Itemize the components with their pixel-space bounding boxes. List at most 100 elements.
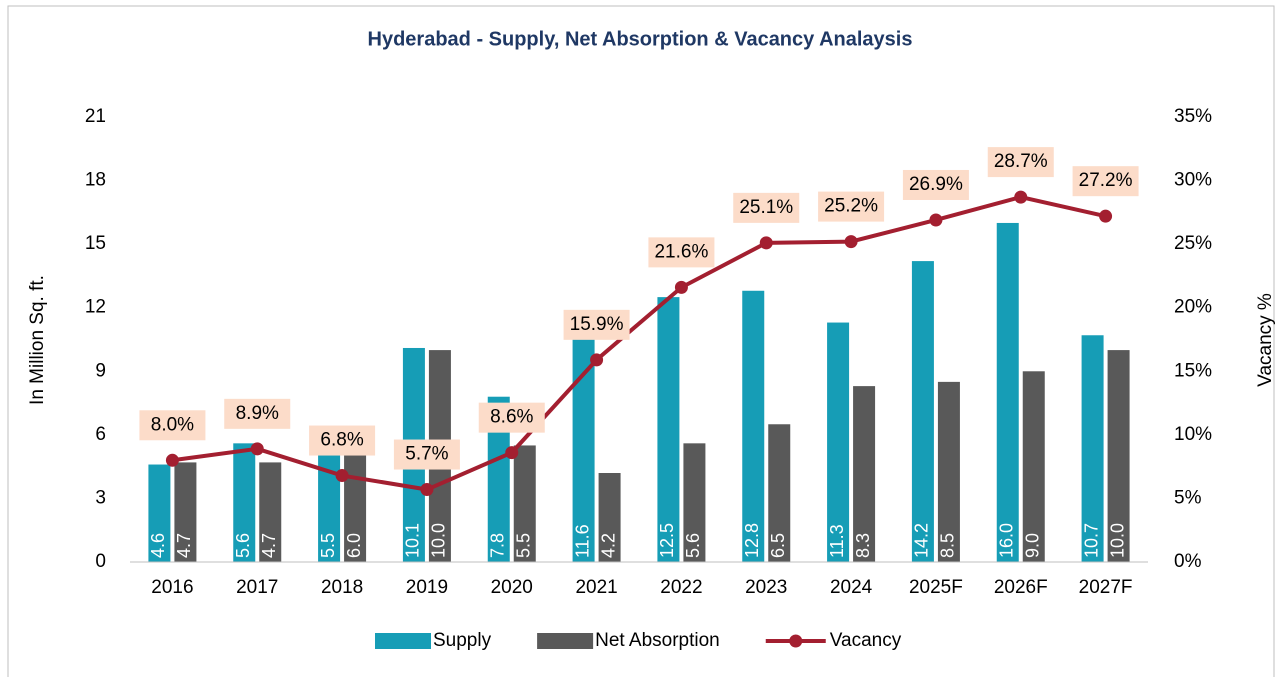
y-tick-label: 9 <box>95 360 106 381</box>
label-box <box>224 398 291 429</box>
data-label: 8.9% <box>236 403 279 424</box>
point <box>674 280 688 294</box>
y2-tick-label: 0% <box>1174 551 1202 572</box>
y-tick-label: 15 <box>85 233 106 254</box>
label-box <box>309 425 376 456</box>
label-box <box>1072 166 1139 197</box>
x-tick-label: 2024 <box>830 577 873 598</box>
y2-tick-label: 35% <box>1174 106 1212 127</box>
x-tick-label: 2020 <box>491 577 533 598</box>
y2-tick-label: 5% <box>1174 487 1202 508</box>
data-label: 6.8% <box>320 430 363 451</box>
bar <box>148 464 171 562</box>
data-label: 5.6 <box>233 533 253 558</box>
label-box <box>563 309 630 340</box>
bar <box>742 290 765 562</box>
data-label: 4.2 <box>598 533 618 558</box>
point <box>165 453 179 467</box>
bar <box>683 443 706 562</box>
legend-swatch <box>789 634 803 648</box>
point <box>250 442 264 456</box>
data-label: 5.7% <box>405 444 448 465</box>
x-tick-label: 2022 <box>660 577 702 598</box>
data-label: 12.8 <box>742 523 762 558</box>
bar <box>911 261 934 562</box>
bar <box>827 322 850 562</box>
data-label: 6.0 <box>344 533 364 558</box>
label-box <box>733 192 800 223</box>
y-tick-label: 21 <box>85 106 106 127</box>
data-label: 16.0 <box>997 523 1017 558</box>
data-label: 9.0 <box>1023 533 1043 558</box>
data-label: 25.1% <box>739 197 793 218</box>
bar <box>657 297 680 562</box>
x-tick-label: 2018 <box>321 577 363 598</box>
y-tick-label: 0 <box>95 551 106 572</box>
data-label: 26.9% <box>909 174 963 195</box>
x-tick-label: 2027F <box>1079 577 1133 598</box>
y2-tick-label: 30% <box>1174 170 1212 191</box>
data-label: 8.0% <box>151 414 194 435</box>
y2-tick-label: 20% <box>1174 297 1212 318</box>
data-label: 4.6 <box>148 533 168 558</box>
y2-tick-label: 25% <box>1174 233 1212 254</box>
bar <box>233 443 256 562</box>
bar <box>174 462 197 562</box>
data-label: 10.1 <box>403 523 423 558</box>
y-axis-label: In Million Sq. ft. <box>27 275 48 405</box>
chart-title: Hyderabad - Supply, Net Absorption & Vac… <box>368 28 913 50</box>
data-label: 10.0 <box>1107 523 1127 558</box>
point <box>1014 190 1028 204</box>
data-label: 27.2% <box>1079 170 1133 191</box>
bar <box>1022 371 1045 562</box>
x-tick-label: 2019 <box>406 577 448 598</box>
point <box>1099 209 1113 223</box>
legend-swatch <box>537 633 594 649</box>
data-label: 6.5 <box>768 533 788 558</box>
point <box>929 213 943 227</box>
data-label: 10.0 <box>429 523 449 558</box>
x-tick-label: 2017 <box>236 577 278 598</box>
x-tick-label: 2023 <box>745 577 787 598</box>
point <box>844 235 858 249</box>
y-tick-label: 18 <box>85 170 106 191</box>
data-label: 8.5 <box>938 533 958 558</box>
label-box <box>393 439 460 470</box>
data-label: 7.8 <box>488 533 508 558</box>
data-label: 14.2 <box>912 523 932 558</box>
y-tick-label: 6 <box>95 424 106 445</box>
data-label: 11.3 <box>827 524 847 558</box>
label-box <box>902 169 969 200</box>
data-label: 5.6 <box>683 533 703 558</box>
line <box>172 195 1107 492</box>
y2-tick-label: 10% <box>1174 424 1212 445</box>
legend-swatch <box>375 633 431 649</box>
data-label: 8.3 <box>853 533 873 558</box>
x-tick-label: 2026F <box>994 577 1048 598</box>
label-box <box>648 237 715 268</box>
point <box>420 483 434 497</box>
bar <box>996 222 1019 562</box>
point <box>505 446 519 460</box>
y2-axis-label: Vacancy % <box>1255 293 1276 387</box>
legend-label: Supply <box>433 630 492 651</box>
data-label: 8.6% <box>490 407 533 428</box>
data-label: 15.9% <box>570 314 624 335</box>
bar <box>768 424 791 562</box>
y-tick-label: 3 <box>95 487 106 508</box>
chart-border <box>7 5 1275 677</box>
legend-label: Net Absorption <box>595 630 720 651</box>
data-label: 4.7 <box>259 533 279 558</box>
label-box <box>818 191 885 222</box>
bar <box>598 473 621 562</box>
data-label: 10.7 <box>1081 523 1101 558</box>
bar <box>513 445 536 562</box>
data-label: 12.5 <box>657 523 677 558</box>
label-box <box>478 402 545 433</box>
x-tick-label: 2025F <box>909 577 963 598</box>
y-tick-label: 12 <box>85 297 106 318</box>
bar <box>259 462 282 562</box>
bar <box>1081 335 1104 562</box>
x-tick-label: 2016 <box>151 577 193 598</box>
